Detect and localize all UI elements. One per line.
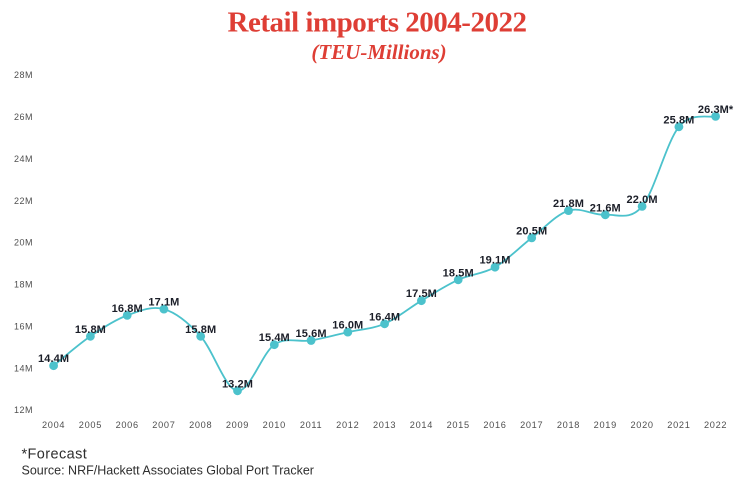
svg-text:2014: 2014 <box>410 420 433 430</box>
svg-text:13.2M: 13.2M <box>222 378 253 390</box>
svg-text:2018: 2018 <box>557 420 580 430</box>
svg-text:2020: 2020 <box>630 420 653 430</box>
svg-text:15.4M: 15.4M <box>259 332 290 344</box>
svg-text:2012: 2012 <box>336 420 359 430</box>
svg-text:14.4M: 14.4M <box>38 353 69 365</box>
svg-text:24M: 24M <box>14 154 33 164</box>
svg-text:20M: 20M <box>14 238 33 248</box>
svg-text:16M: 16M <box>14 321 33 331</box>
svg-text:2021: 2021 <box>667 420 690 430</box>
svg-text:2017: 2017 <box>520 420 543 430</box>
svg-text:20.5M: 20.5M <box>516 225 547 237</box>
svg-text:12M: 12M <box>14 405 33 415</box>
svg-text:15.8M: 15.8M <box>75 324 106 336</box>
svg-text:2022: 2022 <box>704 420 727 430</box>
svg-text:28M: 28M <box>14 70 33 80</box>
svg-text:2015: 2015 <box>447 420 470 430</box>
svg-text:2004: 2004 <box>42 420 65 430</box>
svg-text:26.3M*: 26.3M* <box>698 104 734 116</box>
svg-text:2016: 2016 <box>483 420 506 430</box>
svg-text:2013: 2013 <box>373 420 396 430</box>
svg-text:26M: 26M <box>14 112 33 122</box>
svg-text:Source: NRF/Hackett Associates: Source: NRF/Hackett Associates Global Po… <box>22 464 314 478</box>
svg-text:2010: 2010 <box>263 420 286 430</box>
svg-text:19.1M: 19.1M <box>479 255 510 267</box>
svg-text:17.5M: 17.5M <box>406 288 437 300</box>
svg-text:2019: 2019 <box>594 420 617 430</box>
svg-text:*Forecast: *Forecast <box>22 447 88 463</box>
svg-text:22.0M: 22.0M <box>627 194 658 206</box>
svg-text:2011: 2011 <box>300 420 323 430</box>
svg-text:15.6M: 15.6M <box>296 328 327 340</box>
svg-text:22M: 22M <box>14 196 33 206</box>
svg-text:21.8M: 21.8M <box>553 198 584 210</box>
svg-text:18.5M: 18.5M <box>443 267 474 279</box>
svg-text:2005: 2005 <box>79 420 102 430</box>
svg-text:21.6M: 21.6M <box>590 202 621 214</box>
svg-text:(TEU-Millions): (TEU-Millions) <box>311 40 446 64</box>
svg-text:Retail imports 2004-2022: Retail imports 2004-2022 <box>228 7 527 39</box>
svg-text:2007: 2007 <box>152 420 175 430</box>
svg-text:25.8M: 25.8M <box>663 114 694 126</box>
svg-text:18M: 18M <box>14 280 33 290</box>
svg-text:14M: 14M <box>14 363 33 373</box>
svg-text:2006: 2006 <box>116 420 139 430</box>
svg-text:17.1M: 17.1M <box>148 297 179 309</box>
svg-text:16.4M: 16.4M <box>369 311 400 323</box>
svg-text:2009: 2009 <box>226 420 249 430</box>
svg-text:2008: 2008 <box>189 420 212 430</box>
svg-text:15.8M: 15.8M <box>185 324 216 336</box>
svg-text:16.8M: 16.8M <box>112 303 143 315</box>
svg-text:16.0M: 16.0M <box>332 320 363 332</box>
